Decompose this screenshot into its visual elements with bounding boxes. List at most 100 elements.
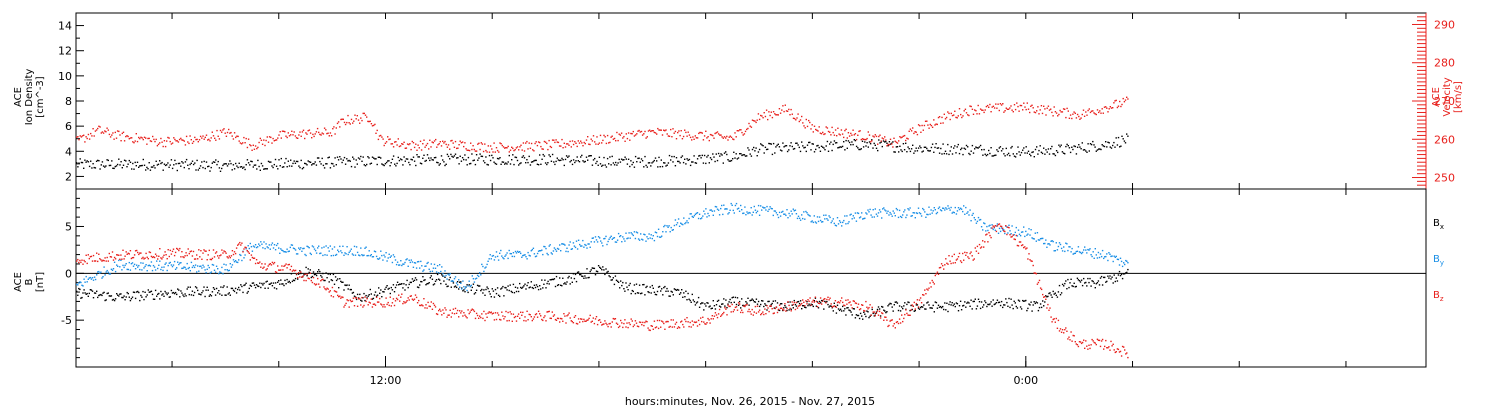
velocity-point xyxy=(864,138,866,141)
by-point xyxy=(1007,232,1009,234)
bx-point xyxy=(454,285,457,287)
velocity-point xyxy=(1038,113,1040,115)
velocity-point xyxy=(429,139,431,141)
density-point xyxy=(916,150,919,152)
bx-point xyxy=(998,301,1001,303)
bx-point xyxy=(727,303,729,305)
bz-point xyxy=(82,263,84,265)
bz-point xyxy=(787,301,789,303)
bx-point xyxy=(720,306,722,308)
density-point xyxy=(139,165,141,167)
by-point xyxy=(1024,235,1026,238)
by-point xyxy=(487,260,489,262)
bz-point xyxy=(1011,235,1013,238)
by-point xyxy=(868,211,870,213)
bz-point xyxy=(1009,234,1011,236)
by-point xyxy=(353,245,356,248)
by-point xyxy=(433,263,436,266)
by-point xyxy=(901,216,903,219)
bz-point xyxy=(206,259,208,261)
by-point xyxy=(550,252,552,254)
bz-point xyxy=(346,299,348,301)
bx-point xyxy=(467,291,469,294)
density-point xyxy=(1020,151,1023,154)
bx-point xyxy=(729,298,731,301)
velocity-point xyxy=(80,136,83,138)
bx-point xyxy=(630,292,632,295)
bx-point xyxy=(972,300,974,303)
bz-point xyxy=(446,316,448,318)
bx-point xyxy=(1000,300,1003,303)
velocity-point xyxy=(1117,105,1120,107)
density-point xyxy=(595,162,597,165)
velocity-point xyxy=(975,110,977,112)
density-point xyxy=(297,160,299,163)
density-point xyxy=(273,163,275,166)
bx-point xyxy=(1079,281,1082,283)
bz-point xyxy=(845,299,847,301)
bz-point xyxy=(1092,340,1094,342)
velocity-point xyxy=(673,132,675,134)
velocity-point xyxy=(326,132,328,135)
bx-point xyxy=(443,280,445,282)
by-point xyxy=(947,205,949,207)
density-point xyxy=(109,164,112,167)
bz-point xyxy=(999,225,1002,227)
bx-point xyxy=(807,304,809,307)
bx-point xyxy=(995,302,998,304)
bx-point xyxy=(531,286,533,289)
by-point xyxy=(933,207,935,209)
bx-point xyxy=(450,286,452,288)
by-point xyxy=(322,254,324,257)
velocity-point xyxy=(605,142,608,145)
bz-point xyxy=(290,265,293,268)
by-point xyxy=(84,281,86,283)
by-point xyxy=(1080,252,1083,255)
velocity-point xyxy=(705,130,707,132)
velocity-point xyxy=(222,129,224,131)
by-point xyxy=(219,271,221,273)
velocity-point xyxy=(1051,111,1053,114)
bz-point xyxy=(1003,230,1005,232)
velocity-point xyxy=(1093,112,1095,114)
bz-point xyxy=(626,322,628,324)
bx-point xyxy=(355,298,358,301)
bx-point xyxy=(579,273,581,276)
velocity-tick-label: 260 xyxy=(1434,133,1455,146)
bz-point xyxy=(110,256,113,258)
velocity-point xyxy=(142,138,144,141)
density-point xyxy=(634,155,637,158)
density-point xyxy=(767,148,769,150)
bz-point xyxy=(177,248,179,250)
by-point xyxy=(1013,234,1015,236)
by-point xyxy=(851,218,853,220)
density-point xyxy=(1054,154,1057,157)
bz-point xyxy=(1015,234,1017,237)
bz-point xyxy=(145,252,147,255)
velocity-point xyxy=(177,141,180,143)
bz-point xyxy=(1044,296,1046,298)
bz-point xyxy=(1103,348,1105,350)
bx-point xyxy=(1028,303,1030,305)
velocity-point xyxy=(288,135,291,137)
bx-point xyxy=(645,286,647,289)
velocity-point xyxy=(640,130,643,133)
bz-point xyxy=(1084,347,1086,349)
by-point xyxy=(317,247,319,249)
bz-point xyxy=(673,326,676,328)
bx-point xyxy=(873,315,875,317)
velocity-point xyxy=(1080,117,1082,119)
velocity-point xyxy=(693,138,695,140)
velocity-point xyxy=(660,129,662,131)
density-point xyxy=(571,163,574,166)
velocity-point xyxy=(277,137,279,139)
bz-point xyxy=(614,318,617,320)
bx-point xyxy=(305,266,307,269)
velocity-point xyxy=(1119,100,1121,103)
by-point xyxy=(388,253,390,255)
velocity-point xyxy=(430,146,432,148)
bx-point xyxy=(628,284,630,287)
density-point xyxy=(288,165,291,167)
bz-point xyxy=(182,256,184,258)
bx-point xyxy=(116,293,118,295)
